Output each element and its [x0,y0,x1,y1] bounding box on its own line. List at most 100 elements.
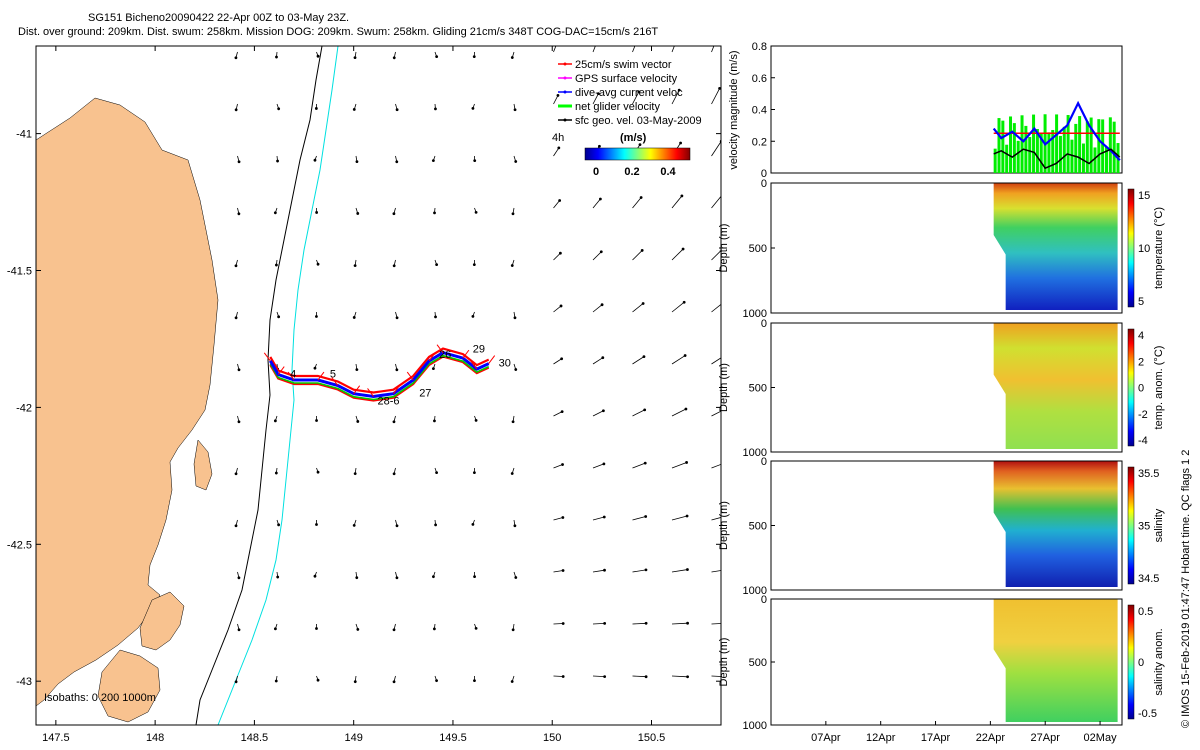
velocity-arrowhead [727,460,730,463]
velocity-arrowhead [601,356,605,360]
velocity-arrowhead [277,315,281,319]
geostrophic-velocity-vectors [234,34,730,684]
velocity-arrowhead [392,420,396,424]
section-panels: 0 500 1000 Depth (m) 15 10 5 temperature (°C) 0 5… [718,178,1165,744]
velocity-ytick-3: 0.6 [752,73,767,85]
velocity-arrowhead [274,679,278,683]
velocity-arrow [671,46,675,53]
section-1-ylabel: Depth (m) [718,363,730,412]
velocity-arrowhead [510,56,514,59]
section-data [993,599,1118,722]
section-3-cbar-tick-2: -0.5 [1138,708,1157,720]
velocity-arrowhead [237,576,241,580]
velocity-arrowhead [273,627,277,631]
velocity-arrowhead [514,160,518,163]
velocity-arrowhead [473,159,477,163]
velocity-arrowhead [717,34,720,37]
velocity-arrowhead [727,568,730,571]
section-3-cbar-tick-0: 0.5 [1138,606,1153,618]
section-panel-2: 0 500 1000 Depth (m) 35.5 35 34.5 salinity [718,456,1165,597]
velocity-panel: 0 0.2 0.4 0.6 0.8 velocity magnitude (m/s) [728,41,1123,180]
velocity-arrowhead [355,368,359,372]
colorbar-prefix: 4h [552,132,564,144]
swim-vector-track [269,347,490,394]
velocity-arrowhead [395,576,399,580]
velocity-arrowhead [561,516,565,519]
section-3-ytick-2: 1000 [743,720,767,732]
velocity-arrowhead [237,368,241,372]
velocity-arrowhead [355,160,359,164]
velocity-arrow [632,462,646,469]
velocity-arrow [711,141,721,157]
velocity-arrow [632,569,647,573]
net-velocity-track [269,354,490,401]
velocity-arrowhead [636,38,639,41]
velocity-arrowhead [356,628,360,631]
section-data [993,461,1118,587]
velocity-arrow [592,675,605,678]
section-3-cbar-label: salinity anom. [1153,628,1165,695]
velocity-arrowhead [686,568,689,571]
velocity-arrowhead [275,263,278,267]
velocity-arrowhead [431,159,435,163]
swim-vector [317,371,325,381]
velocity-arrowhead [234,524,238,528]
velocity-arrowhead [601,409,605,413]
velocity-arrowhead [434,315,437,319]
velocity-arrow [671,248,684,261]
net-velocity-bar [1020,115,1024,173]
velocity-arrowhead [510,680,514,683]
section-1-cbar-tick-3: -2 [1138,409,1148,421]
swim-vector [287,371,295,381]
map-xtick-5: 150 [543,732,561,744]
section-1-cbar-label: temp. anom. (°C) [1153,346,1165,430]
swim-vector [436,344,444,353]
velocity-arrowhead [561,569,565,572]
velocity-arrowhead [639,196,643,199]
velocity-arrowhead [273,211,277,215]
section-3-ytick-0: 0 [761,594,767,606]
velocity-arrow [632,250,643,261]
velocity-arrowhead [353,264,357,268]
velocity-arrowhead [435,263,439,267]
velocity-arrowhead [510,472,514,475]
swim-vector [277,366,285,375]
section-2-cbar-tick-2: 34.5 [1138,573,1159,585]
velocity-arrowhead [432,627,436,631]
section-0-ytick-1: 500 [749,243,767,255]
velocity-arrowhead [681,247,685,251]
velocity-arrow [711,46,715,53]
velocity-arrowhead [356,212,360,215]
velocity-arrow [711,250,721,261]
velocity-arrowhead [237,212,241,216]
velocity-arrowhead [356,420,360,423]
velocity-arrowhead [237,420,241,424]
map-xtick-6: 150.5 [638,732,666,744]
velocity-arrow [553,623,564,625]
map-xtick-1: 148 [146,732,164,744]
velocity-arrowhead [725,353,728,356]
day-label-5: 27 [419,387,431,399]
net-velocity-bar [1101,119,1105,173]
velocity-arrowhead [474,626,478,630]
velocity-arrow [553,95,559,105]
swim-vector [331,377,339,386]
net-velocity-bar [1108,117,1112,173]
section-3-ylabel: Depth (m) [718,638,730,687]
section-0-cbar-tick-2: 5 [1138,296,1144,308]
legend-entry-0: 25cm/s swim vector [575,59,672,71]
velocity-arrowhead [596,40,599,43]
tasman-peninsula [97,649,161,723]
swim-vector [406,371,414,381]
velocity-arrowhead [603,568,606,572]
velocity-arrowhead [513,108,517,112]
velocity-arrow [711,88,720,105]
section-panel-1: 0 500 1000 Depth (m) 4 2 0 -2 -4 temp. anom. (°C) [718,318,1165,459]
velocity-arrowhead [640,249,644,252]
section-1-cbar-tick-0: 4 [1138,330,1144,342]
velocity-arrowhead [514,368,518,371]
net-velocity-bar [1104,146,1108,173]
section-3-ytick-1: 500 [749,657,767,669]
section-2-ytick-0: 0 [761,456,767,468]
